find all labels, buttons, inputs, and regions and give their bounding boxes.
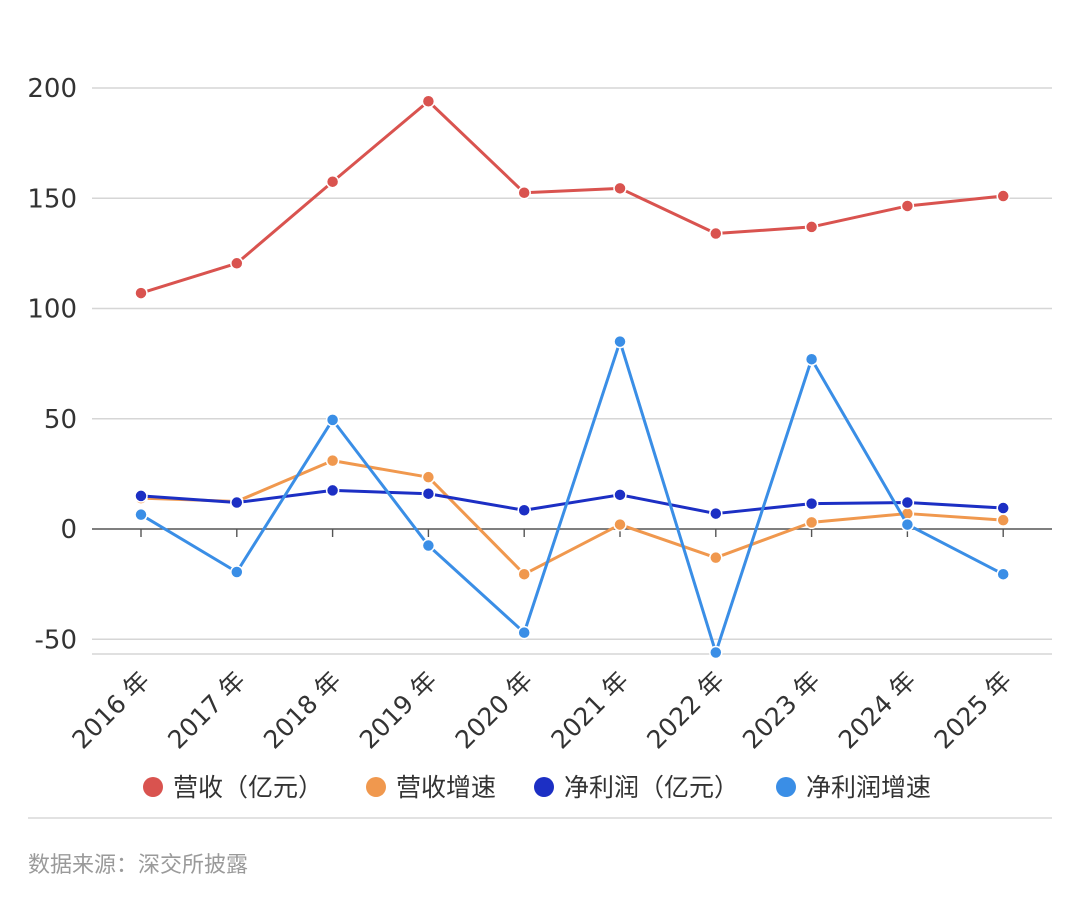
data-point[interactable] — [613, 334, 627, 349]
data-point[interactable] — [709, 506, 723, 521]
legend: 营收（亿元） 营收增速 净利润（亿元） 净利润增速 — [143, 773, 931, 802]
y-tick-label: 200 — [27, 74, 77, 104]
data-point[interactable] — [804, 515, 819, 530]
series-line — [139, 488, 1005, 516]
data-point[interactable] — [900, 495, 915, 510]
x-tick-label: 2019 年 — [354, 666, 443, 755]
legend-marker — [366, 777, 386, 797]
data-point[interactable] — [325, 483, 340, 498]
data-point[interactable] — [900, 199, 915, 213]
legend-marker — [776, 777, 796, 797]
data-point[interactable] — [230, 495, 244, 510]
x-tick-label: 2025 年 — [929, 666, 1018, 755]
legend-item[interactable]: 净利润增速 — [776, 773, 931, 802]
x-tick-label: 2017 年 — [162, 666, 251, 755]
data-point[interactable] — [230, 565, 244, 579]
data-point[interactable] — [517, 567, 531, 581]
data-point[interactable] — [134, 507, 148, 522]
y-tick-label: 0 — [60, 515, 77, 545]
legend-marker — [143, 777, 163, 797]
series-line — [139, 99, 1005, 295]
x-tick-label: 2021 年 — [545, 666, 634, 755]
y-axis-ticks: 200 150 100 50 0 -50 — [27, 74, 77, 655]
legend-item[interactable]: 净利润（亿元） — [534, 773, 739, 802]
data-point[interactable] — [613, 488, 627, 502]
data-point[interactable] — [421, 94, 436, 108]
y-tick-label: 150 — [27, 184, 77, 214]
data-point[interactable] — [804, 220, 819, 234]
data-point[interactable] — [613, 181, 627, 196]
source-note: 数据来源：深交所披露 — [28, 853, 248, 878]
data-point[interactable] — [421, 470, 436, 484]
data-point[interactable] — [996, 513, 1010, 527]
y-tick-label: 100 — [27, 295, 77, 325]
legend-label: 营收增速 — [396, 773, 496, 802]
data-point[interactable] — [804, 352, 819, 366]
y-tick-label: 50 — [44, 405, 77, 435]
legend-item[interactable]: 营收（亿元） — [143, 773, 323, 802]
data-point[interactable] — [709, 226, 723, 241]
data-point[interactable] — [709, 550, 723, 565]
data-point[interactable] — [421, 538, 436, 553]
data-point[interactable] — [517, 503, 531, 518]
data-point[interactable] — [996, 501, 1010, 515]
series-1 — [134, 94, 1010, 300]
data-point[interactable] — [613, 517, 627, 532]
data-point[interactable] — [134, 286, 148, 300]
legend-label: 营收（亿元） — [173, 773, 323, 802]
data-point[interactable] — [517, 625, 531, 640]
data-point[interactable] — [804, 496, 819, 511]
x-tick-label: 2024 年 — [833, 666, 922, 755]
data-point[interactable] — [517, 185, 531, 200]
data-point[interactable] — [134, 489, 148, 503]
y-tick-label: -50 — [35, 625, 77, 655]
legend-label: 净利润（亿元） — [564, 773, 739, 802]
data-point[interactable] — [325, 453, 340, 468]
x-tick-label: 2016 年 — [66, 666, 155, 755]
data-point[interactable] — [421, 486, 436, 501]
x-tick-label: 2020 年 — [450, 666, 539, 755]
series-4 — [134, 334, 1010, 660]
data-point[interactable] — [900, 517, 915, 532]
series-lines — [134, 94, 1010, 660]
x-tick-label: 2023 年 — [737, 666, 826, 755]
legend-item[interactable]: 营收增速 — [366, 773, 496, 802]
data-point[interactable] — [230, 256, 244, 271]
data-point[interactable] — [325, 174, 340, 189]
series-line — [139, 340, 1005, 654]
x-tick-label: 2018 年 — [258, 666, 347, 755]
grid-lines — [92, 87, 1052, 655]
series-line — [139, 459, 1005, 576]
x-tick-label: 2022 年 — [641, 666, 730, 755]
legend-marker — [534, 777, 554, 797]
x-axis-ticks: 2016 年 2017 年 2018 年 2019 年 2020 年 2021 年 2022… — [66, 529, 1017, 755]
data-point[interactable] — [996, 567, 1010, 581]
data-point[interactable] — [325, 413, 340, 427]
data-point[interactable] — [996, 189, 1010, 203]
data-point[interactable] — [709, 645, 723, 660]
legend-label: 净利润增速 — [806, 773, 931, 802]
